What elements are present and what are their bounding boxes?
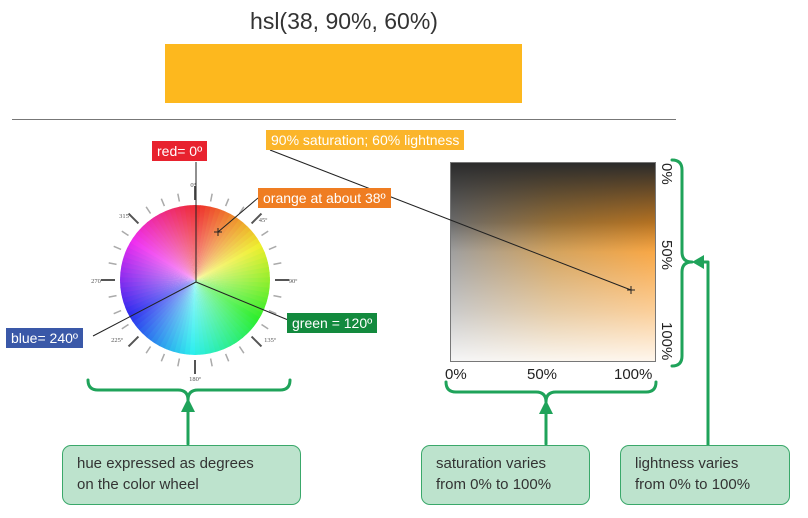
sat-bracket xyxy=(444,380,658,404)
wheel-tick xyxy=(224,198,230,207)
degree-mark-315: 315º xyxy=(119,213,131,220)
saturation-callout: saturation varies from 0% to 100% xyxy=(421,445,590,505)
lightness-callout-line1: lightness varies xyxy=(635,455,739,472)
wheel-tick xyxy=(224,353,230,362)
wheel-tick xyxy=(121,230,129,237)
light-bracket xyxy=(670,158,694,368)
wheel-tick xyxy=(238,346,245,354)
sat-light-label: 90% saturation; 60% lightness xyxy=(266,130,465,150)
x-tick-100: 100% xyxy=(614,366,653,383)
y-tick-50: 50% xyxy=(658,240,675,271)
wheel-tick xyxy=(268,309,277,315)
degree-mark-270: 270º xyxy=(91,278,103,285)
blue-label: blue= 240º xyxy=(5,327,85,349)
divider xyxy=(12,119,676,120)
light-arrow-head xyxy=(692,255,704,269)
wheel-tick xyxy=(108,262,117,266)
wheel-center-fade xyxy=(120,205,270,355)
wheel-tick xyxy=(209,358,213,367)
saturation-callout-line2: from 0% to 100% xyxy=(436,476,552,493)
green-label: green = 120º xyxy=(287,313,378,333)
y-tick-100: 100% xyxy=(658,322,675,361)
hue-callout: hue expressed as degrees on the color wh… xyxy=(62,445,301,505)
lightness-callout: lightness varies from 0% to 100% xyxy=(620,445,790,505)
hue-callout-line2: on the color wheel xyxy=(77,476,199,493)
wheel-tick xyxy=(113,309,122,315)
orange-label: orange at about 38º xyxy=(258,188,391,208)
saturation-callout-line1: saturation varies xyxy=(436,455,547,472)
y-tick-0: 0% xyxy=(658,163,675,185)
wheel-tick xyxy=(127,335,140,348)
wheel-tick xyxy=(127,212,140,225)
wheel-tick xyxy=(238,206,245,214)
degree-mark-90: 90º xyxy=(289,278,298,285)
wheel-tick xyxy=(261,323,269,330)
wheel-tick xyxy=(160,198,166,207)
wheel-tick xyxy=(121,323,129,330)
hsl-title: hsl(38, 90%, 60%) xyxy=(250,8,438,34)
light-arrow-line xyxy=(698,260,710,448)
hue-callout-line1: hue expressed as degrees xyxy=(77,455,254,472)
wheel-tick xyxy=(108,294,117,298)
degree-mark-135: 135º xyxy=(264,337,276,344)
degree-mark-45: 45º xyxy=(259,217,268,224)
lightness-callout-line2: from 0% to 100% xyxy=(635,476,751,493)
wheel-tick xyxy=(261,230,269,237)
sat-arrow-head xyxy=(539,400,553,414)
degree-mark-0: 0º xyxy=(190,182,195,189)
hue-arrow-head xyxy=(181,398,195,412)
wheel-tick xyxy=(209,193,213,202)
color-swatch xyxy=(165,44,522,103)
wheel-tick xyxy=(113,245,122,251)
wheel-tick xyxy=(160,353,166,362)
wheel-tick xyxy=(273,294,282,298)
wheel-tick xyxy=(145,206,152,214)
wheel-tick xyxy=(177,358,181,367)
wheel-tick xyxy=(268,245,277,251)
wheel-tick xyxy=(145,346,152,354)
degree-mark-180: 180º xyxy=(189,376,201,383)
red-label: red= 0º xyxy=(152,141,208,161)
wheel-tick xyxy=(250,335,263,348)
wheel-tick xyxy=(177,193,181,202)
degree-mark-225: 225º xyxy=(111,337,123,344)
x-tick-0: 0% xyxy=(445,366,467,383)
saturation-lightness-square xyxy=(450,162,656,362)
x-tick-50: 50% xyxy=(527,366,558,383)
wheel-tick xyxy=(273,262,282,266)
